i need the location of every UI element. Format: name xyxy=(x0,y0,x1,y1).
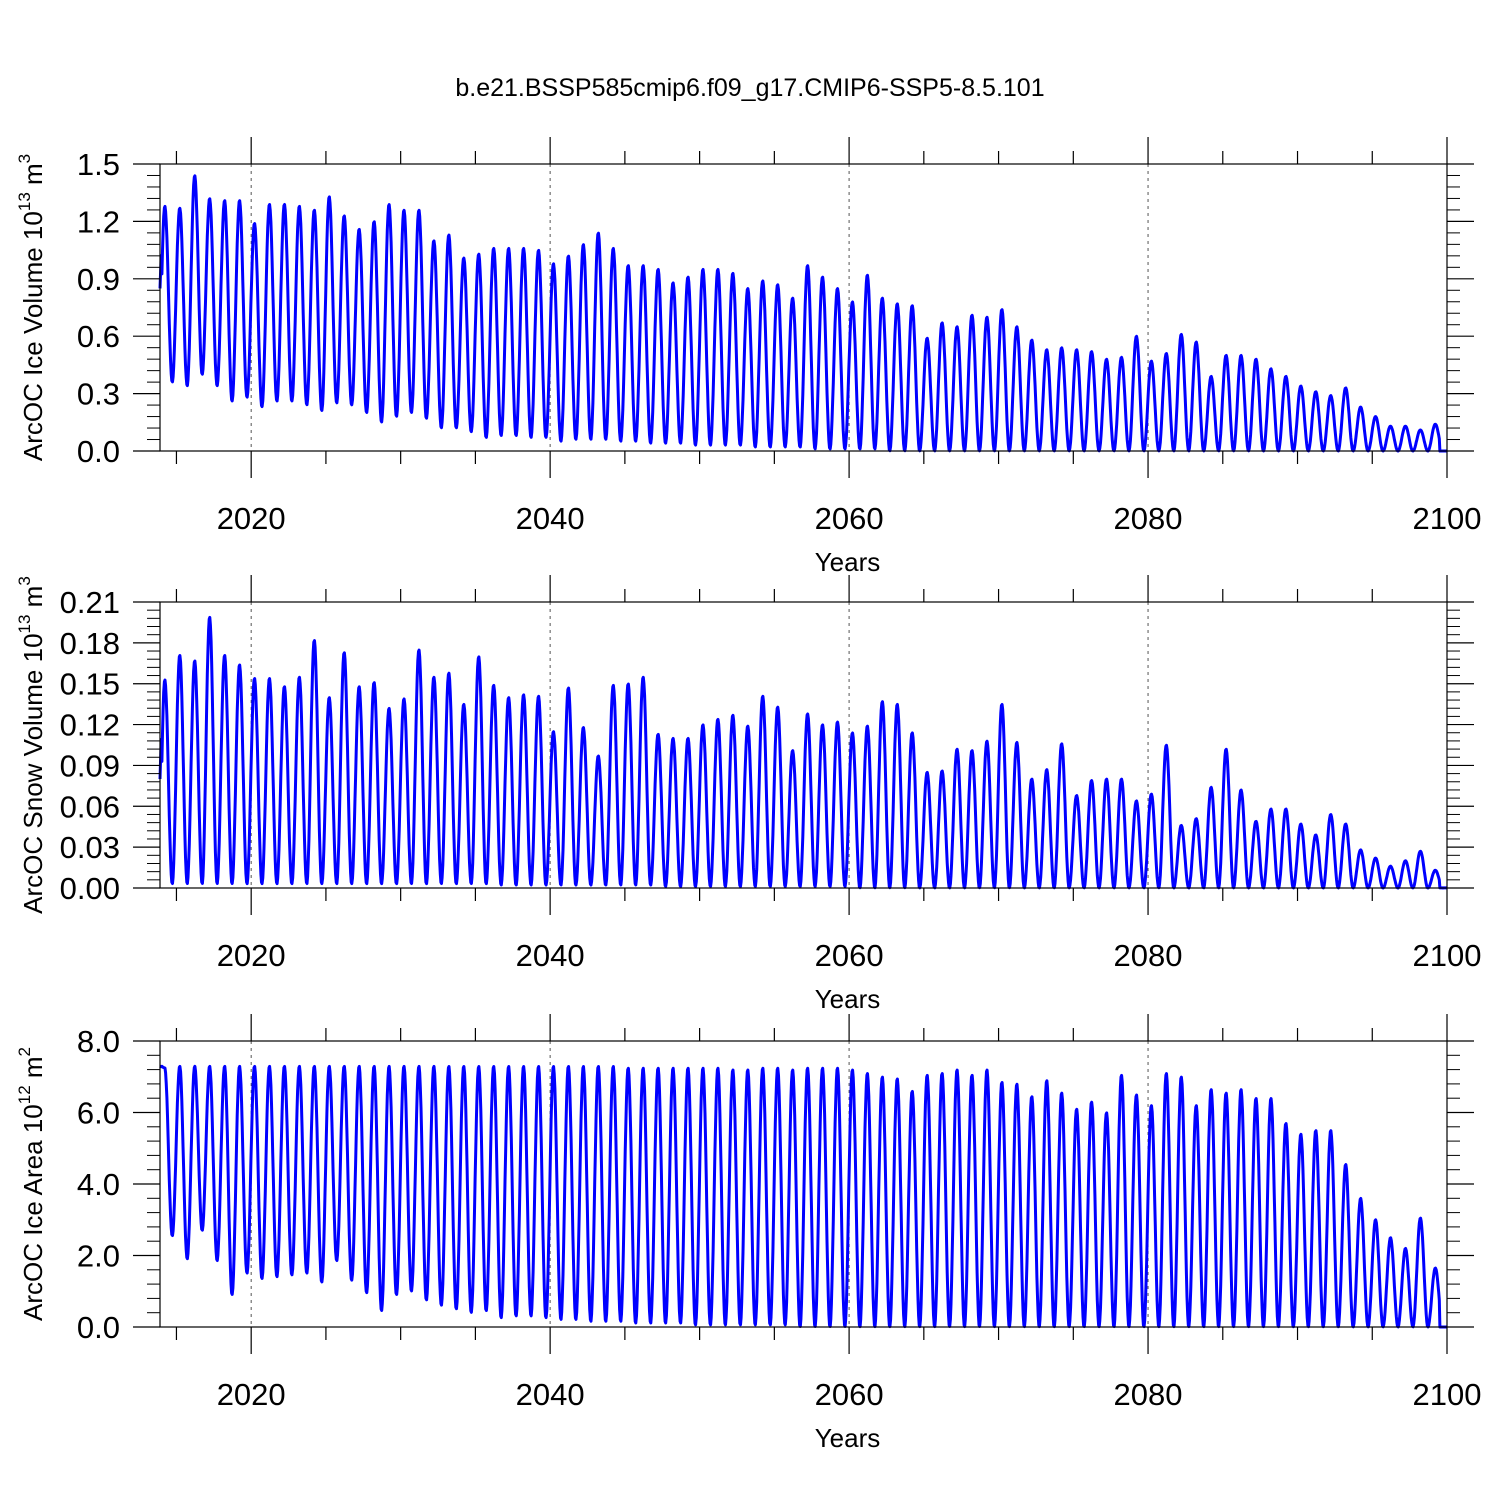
x-axis-label: Years xyxy=(815,547,881,577)
y-tick-label: 2.0 xyxy=(77,1239,120,1274)
y-tick-label: 0.3 xyxy=(77,377,120,412)
plot-frame xyxy=(159,601,1448,889)
y-tick-label: 0.09 xyxy=(60,748,120,783)
y-label-unit-exponent: 2 xyxy=(15,1047,34,1056)
y-label-exponent: 13 xyxy=(15,192,34,211)
y-tick-label: 0.12 xyxy=(60,708,120,743)
y-label-main: ArcOC Ice Volume 10 xyxy=(18,211,48,461)
series-line xyxy=(158,615,1448,890)
y-axis-label: ArcOC Snow Volume 1013 m3 xyxy=(15,576,48,914)
x-tick-label: 2020 xyxy=(217,1377,286,1412)
x-tick-label: 2080 xyxy=(1114,501,1183,536)
x-tick-label: 2100 xyxy=(1413,938,1482,973)
x-tick-label: 2020 xyxy=(217,938,286,973)
y-tick-label: 6.0 xyxy=(77,1096,120,1131)
y-label-unit: m xyxy=(18,586,48,615)
x-tick-label: 2060 xyxy=(815,1377,884,1412)
y-tick-label: 8.0 xyxy=(77,1024,120,1059)
y-label-exponent: 12 xyxy=(15,1085,34,1104)
y-axis-label: ArcOC Ice Area 1012 m2 xyxy=(15,1047,48,1321)
y-label-exponent: 13 xyxy=(15,615,34,634)
y-tick-label: 4.0 xyxy=(77,1167,120,1202)
x-tick-label: 2060 xyxy=(815,501,884,536)
y-label-unit-exponent: 3 xyxy=(15,154,34,163)
y-tick-label: 1.2 xyxy=(77,204,120,239)
y-label-unit: m xyxy=(18,1056,48,1085)
y-tick-label: 0.6 xyxy=(77,319,120,354)
y-tick-label: 0.00 xyxy=(60,871,120,906)
y-tick-label: 0.15 xyxy=(60,667,120,702)
y-label-main: ArcOC Snow Volume 10 xyxy=(18,633,48,913)
x-tick-label: 2040 xyxy=(516,501,585,536)
y-tick-label: 0.06 xyxy=(60,789,120,824)
y-label-unit: m xyxy=(18,163,48,192)
x-tick-label: 2040 xyxy=(516,938,585,973)
x-tick-label: 2080 xyxy=(1114,938,1183,973)
panel-ice-volume: 0.0 0.3 0.6 0.9 1.2 1.5 2020 2040 2060 2080 2100 Ye… xyxy=(15,137,1481,577)
y-axis-label: ArcOC Ice Volume 1013 m3 xyxy=(15,154,48,461)
plot-frame xyxy=(159,163,1448,452)
y-tick-label: 0.03 xyxy=(60,830,120,865)
y-tick-label: 0.0 xyxy=(77,1310,120,1345)
x-axis-label: Years xyxy=(815,984,881,1014)
x-tick-label: 2020 xyxy=(217,501,286,536)
x-tick-label: 2060 xyxy=(815,938,884,973)
y-tick-label: 0.21 xyxy=(60,585,120,620)
x-tick-label: 2100 xyxy=(1413,501,1482,536)
x-tick-label: 2080 xyxy=(1114,1377,1183,1412)
x-tick-label: 2100 xyxy=(1413,1377,1482,1412)
series-line xyxy=(158,174,1448,453)
figure-title: b.e21.BSSP585cmip6.f09_g17.CMIP6-SSP5-8.… xyxy=(455,74,1044,102)
series-line xyxy=(159,1064,1448,1329)
panel-ice-area: 0.0 2.0 4.0 6.0 8.0 2020 2040 2060 2080 2100 Years… xyxy=(15,1014,1481,1453)
x-axis-label: Years xyxy=(815,1423,881,1453)
y-label-unit-exponent: 3 xyxy=(15,576,34,585)
x-tick-label: 2040 xyxy=(516,1377,585,1412)
y-tick-label: 0.9 xyxy=(77,262,120,297)
y-tick-label: 0.0 xyxy=(77,434,120,469)
y-label-main: ArcOC Ice Area 10 xyxy=(18,1104,48,1321)
y-tick-label: 0.18 xyxy=(60,626,120,661)
y-tick-label: 1.5 xyxy=(77,147,120,182)
panel-snow-volume: 0.00 0.03 0.06 0.09 0.12 0.15 0.18 0.21 2020 2040… xyxy=(15,575,1481,1014)
